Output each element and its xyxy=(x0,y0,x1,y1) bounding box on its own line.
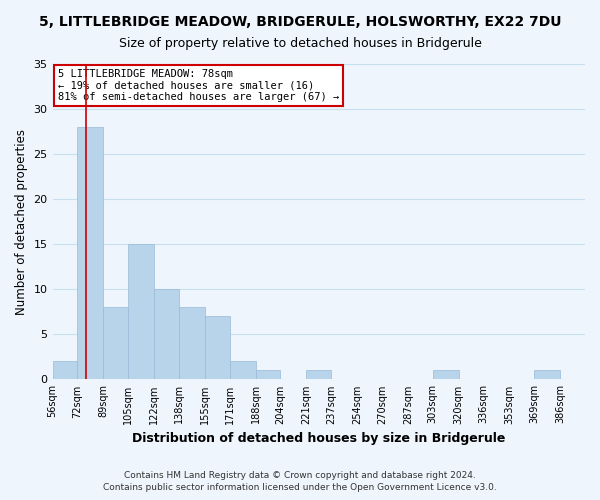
Bar xyxy=(128,244,154,380)
Bar xyxy=(103,308,128,380)
Bar xyxy=(179,308,205,380)
Text: Contains HM Land Registry data © Crown copyright and database right 2024.
Contai: Contains HM Land Registry data © Crown c… xyxy=(103,471,497,492)
Bar xyxy=(77,127,103,380)
Text: 5, LITTLEBRIDGE MEADOW, BRIDGERULE, HOLSWORTHY, EX22 7DU: 5, LITTLEBRIDGE MEADOW, BRIDGERULE, HOLS… xyxy=(39,15,561,29)
Y-axis label: Number of detached properties: Number of detached properties xyxy=(15,128,28,314)
Bar xyxy=(205,316,230,380)
Bar xyxy=(154,290,179,380)
Bar xyxy=(307,370,331,380)
Bar xyxy=(256,370,280,380)
Text: 5 LITTLEBRIDGE MEADOW: 78sqm
← 19% of detached houses are smaller (16)
81% of se: 5 LITTLEBRIDGE MEADOW: 78sqm ← 19% of de… xyxy=(58,68,339,102)
Bar xyxy=(230,362,256,380)
Bar xyxy=(53,362,77,380)
Bar xyxy=(433,370,459,380)
Bar xyxy=(534,370,560,380)
Text: Size of property relative to detached houses in Bridgerule: Size of property relative to detached ho… xyxy=(119,38,481,51)
X-axis label: Distribution of detached houses by size in Bridgerule: Distribution of detached houses by size … xyxy=(132,432,505,445)
